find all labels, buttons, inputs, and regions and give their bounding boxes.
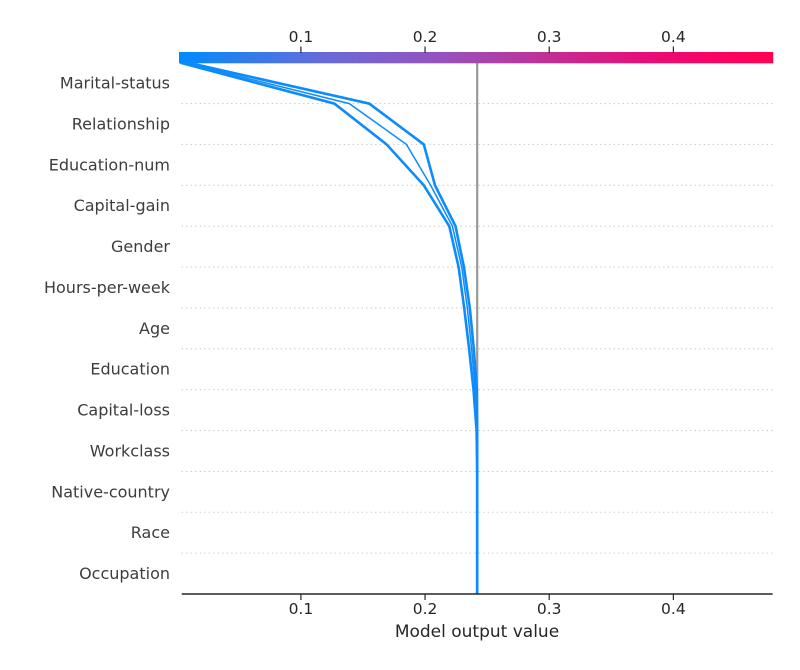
x-axis-title: Model output value [395, 622, 559, 642]
colorbar-tick-label: 0.1 [289, 28, 314, 46]
feature-label-capital-loss: Capital-loss [77, 401, 170, 420]
decision-paths [180, 61, 479, 594]
feature-label-workclass: Workclass [90, 441, 170, 460]
feature-label-relationship: Relationship [72, 115, 170, 134]
colorbar-tick-label: 0.2 [413, 28, 438, 46]
colorbar-tick-label: 0.3 [537, 28, 562, 46]
feature-label-occupation: Occupation [79, 564, 170, 583]
feature-label-marital-status: Marital-status [60, 74, 170, 93]
decision-path-2 [184, 61, 478, 594]
x-axis-tick-label: 0.4 [661, 600, 686, 618]
x-axis-tick-label: 0.1 [289, 600, 314, 618]
feature-label-education: Education [90, 360, 170, 379]
feature-label-race: Race [131, 523, 170, 542]
feature-label-gender: Gender [111, 237, 170, 256]
colorbar-tick-label: 0.4 [661, 28, 686, 46]
colorbar-strip [179, 52, 774, 64]
feature-label-age: Age [139, 319, 170, 338]
colorbar [179, 46, 774, 64]
decision-path-3 [187, 61, 479, 594]
feature-label-capital-gain: Capital-gain [74, 196, 170, 215]
feature-label-education-num: Education-num [49, 155, 170, 174]
decision-path-1 [180, 61, 479, 594]
x-axis-tick-label: 0.3 [537, 600, 562, 618]
feature-label-hours-per-week: Hours-per-week [44, 278, 171, 297]
x-axis-tick-label: 0.2 [413, 600, 438, 618]
text-labels: 0.1 0.2 0.3 0.4 0.1 0.2 0.3 0.4 Marital-status Re… [44, 28, 686, 618]
x-axis [181, 593, 773, 600]
feature-label-native-country: Native-country [51, 482, 170, 501]
